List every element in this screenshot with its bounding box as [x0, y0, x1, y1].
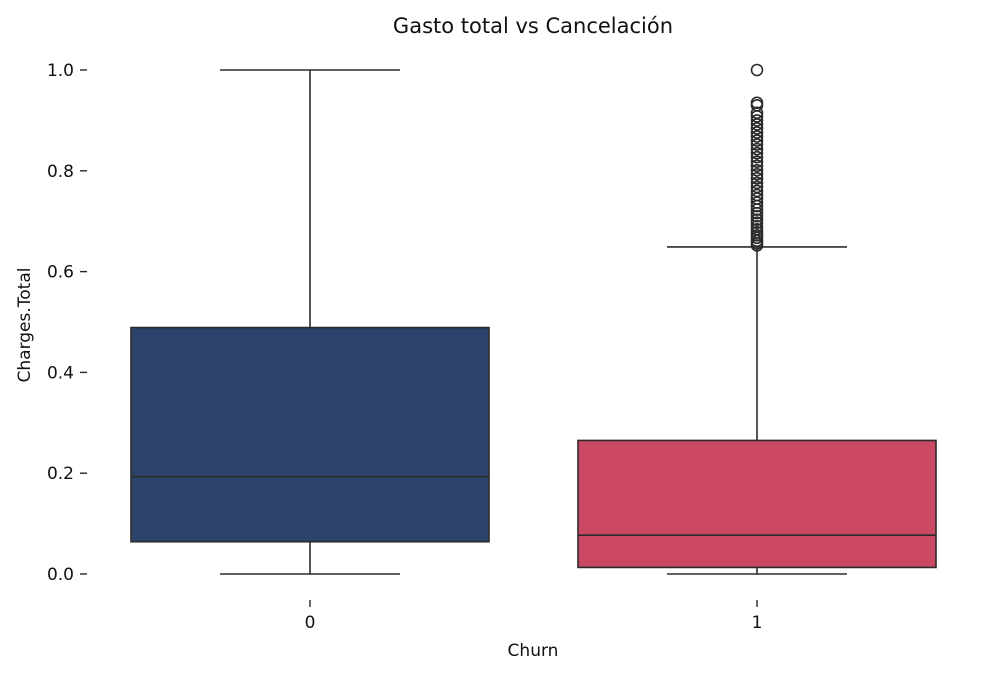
outlier-point: [750, 155, 764, 169]
outlier-point: [750, 130, 764, 143]
outlier-point: [750, 138, 764, 151]
outlier-point: [750, 159, 764, 173]
iqr-box: [577, 439, 937, 569]
x-tick-label: 1: [752, 613, 763, 633]
y-tick-label: 0.2: [47, 464, 74, 484]
box-1: [577, 63, 937, 575]
outlier-point: [750, 106, 764, 120]
y-axis: 0.0 0.2 0.4 0.6 0.8 1.0: [47, 61, 87, 585]
outlier-point: [750, 184, 764, 198]
outlier-point: [750, 172, 764, 185]
iqr-box: [130, 326, 490, 543]
outlier-point: [750, 96, 764, 110]
y-tick-label: 0.0: [47, 565, 74, 585]
chart-title: Gasto total vs Cancelación: [393, 14, 673, 38]
outlier-point: [750, 98, 764, 112]
outlier-point: [750, 213, 764, 226]
box-0: [130, 69, 490, 575]
outlier-point: [750, 219, 764, 233]
outlier-point: [750, 163, 764, 177]
outlier-point: [750, 126, 764, 139]
outlier-point: [750, 134, 764, 147]
y-tick-label: 1.0: [47, 61, 74, 81]
x-axis-label: Churn: [508, 641, 559, 661]
outlier-point: [750, 150, 764, 164]
y-axis-label: Charges.Total: [15, 268, 35, 383]
outlier-point: [750, 146, 764, 160]
outlier-point: [750, 180, 764, 194]
outlier-point: [750, 176, 764, 190]
outlier-point: [750, 142, 764, 156]
y-tick-label: 0.6: [47, 263, 74, 283]
x-tick-label: 0: [305, 613, 316, 633]
y-tick-label: 0.8: [47, 162, 74, 182]
outlier-point: [750, 168, 764, 181]
boxes-layer: [130, 63, 937, 575]
y-tick-label: 0.4: [47, 363, 74, 383]
outlier-point: [750, 188, 764, 202]
outlier-point: [750, 114, 764, 127]
outlier-point: [750, 122, 764, 135]
outlier-point: [750, 63, 764, 77]
